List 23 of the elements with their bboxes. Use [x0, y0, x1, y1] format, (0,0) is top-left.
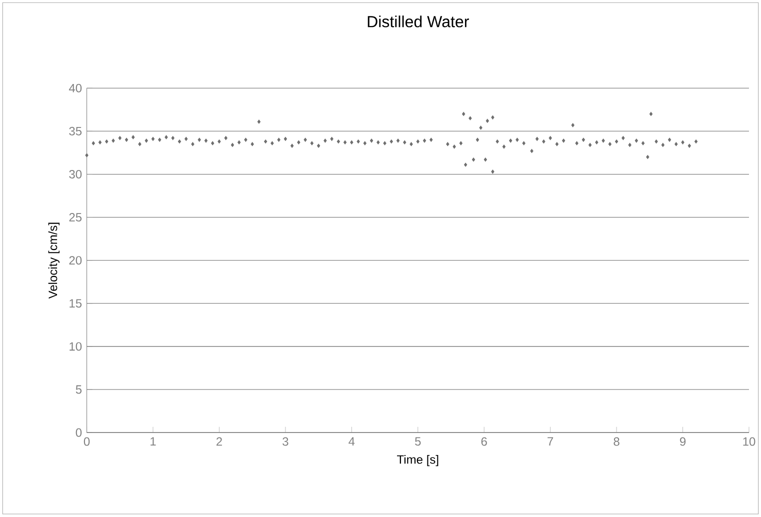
x-tick-label: 6 [481, 437, 487, 446]
x-tick-label: 0 [84, 437, 90, 446]
x-tick-label: 9 [680, 437, 686, 446]
y-tick-label: 0 [76, 428, 82, 437]
y-tick-label: 10 [70, 342, 82, 351]
x-tick-label: 3 [282, 437, 288, 446]
y-tick-label: 25 [69, 213, 82, 222]
x-tick-label: 7 [548, 437, 554, 446]
x-tick-label: 4 [348, 437, 355, 446]
y-tick-label: 20 [69, 256, 82, 265]
y-axis-title: Velocity [cm/s] [48, 222, 60, 299]
y-tick-label: 30 [69, 170, 82, 179]
y-tick-label: 15 [70, 299, 82, 308]
chart-title: Distilled Water [368, 16, 469, 28]
y-tick-label: 40 [68, 84, 82, 93]
x-tick-label: 1 [150, 437, 156, 446]
x-tick-label: 10 [743, 437, 756, 446]
x-tick-label: 2 [216, 437, 222, 446]
y-tick-label: 35 [69, 127, 82, 136]
x-tick-label: 8 [614, 437, 620, 446]
x-tick-label: 5 [415, 437, 421, 446]
x-axis-title: Time [s] [397, 455, 438, 466]
y-tick-label: 5 [76, 385, 82, 394]
